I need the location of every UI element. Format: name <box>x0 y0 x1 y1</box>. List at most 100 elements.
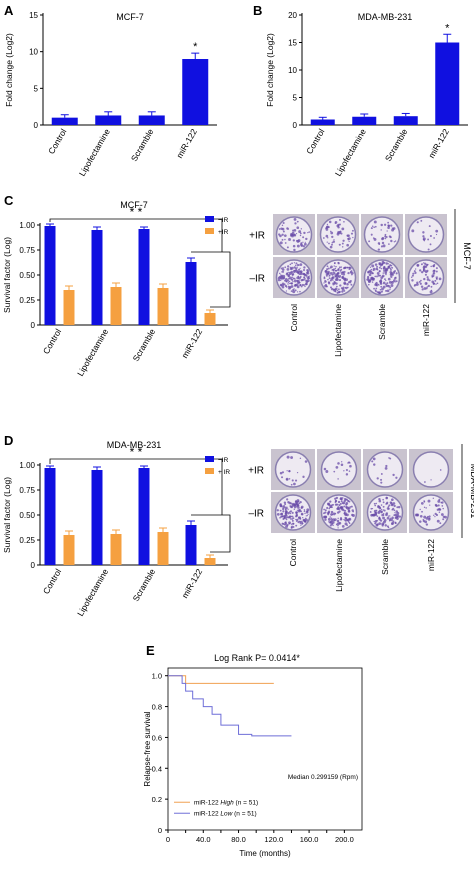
colony-dot <box>295 518 297 521</box>
colony-dot <box>341 246 344 248</box>
colony-dot <box>373 220 377 224</box>
bar-minus-ir <box>44 226 56 325</box>
colony-dot <box>387 285 391 288</box>
colony-dot <box>341 502 344 505</box>
colony-dot <box>287 512 290 515</box>
colony-dot <box>292 269 296 273</box>
colony-dot <box>382 523 385 526</box>
colony-dot <box>380 263 383 267</box>
colony-dot <box>324 279 326 282</box>
bar <box>95 115 122 125</box>
colony-dot <box>392 281 394 283</box>
colony-dot <box>340 268 343 271</box>
colony-dot <box>385 273 387 276</box>
colony-dot <box>380 504 383 506</box>
colony-dot <box>284 277 288 281</box>
pair-bracket <box>191 251 231 308</box>
colony-dot <box>305 515 307 517</box>
colony-dot <box>412 272 415 275</box>
y-axis-label: Fold change (Log2) <box>4 33 14 107</box>
colony-dot <box>374 275 377 278</box>
colony-dot <box>291 519 294 522</box>
colony-dot <box>386 507 390 510</box>
colony-dot <box>335 282 338 285</box>
colony-dot <box>327 503 329 505</box>
colony-dot <box>428 225 431 228</box>
colony-dot <box>383 223 387 226</box>
colony-dot <box>411 274 414 277</box>
colony-dot <box>380 473 383 475</box>
colony-dot <box>373 226 375 229</box>
colony-dot <box>377 511 381 515</box>
colony-dot <box>303 276 306 279</box>
colony-dot <box>281 476 284 479</box>
x-tick-label: Lipofectamine <box>77 127 112 178</box>
colony-dot <box>376 477 379 480</box>
x-tick-label: miR-122 <box>180 567 205 600</box>
colony-dot <box>380 508 383 511</box>
colony-dot <box>326 272 330 275</box>
colony-dot <box>414 268 417 270</box>
colony-dot <box>380 245 383 248</box>
colony-dot <box>380 267 383 270</box>
colony-dot <box>432 269 436 273</box>
colony-dot <box>381 287 384 291</box>
colony-dot <box>410 276 413 278</box>
colony-dot <box>337 478 339 480</box>
colony-dot <box>380 285 383 288</box>
colony-dot <box>398 515 402 518</box>
colony-dot <box>330 510 334 514</box>
colony-dot <box>329 524 332 527</box>
colony-dot <box>341 273 343 276</box>
colony-dot <box>423 240 426 242</box>
colony-dot <box>393 241 396 243</box>
colony-dot <box>368 240 371 243</box>
legend-swatch-plus-ir <box>205 468 214 474</box>
colony-dot <box>280 267 283 270</box>
y-tick-label: 20 <box>288 11 297 20</box>
bar-plus-ir <box>63 290 75 325</box>
colony-dot <box>330 286 332 289</box>
colony-dot <box>384 467 388 470</box>
colony-dot <box>367 271 370 274</box>
colony-dot <box>383 265 386 269</box>
colony-dot <box>284 266 287 269</box>
colony-dot <box>332 512 336 516</box>
colony-dot <box>335 465 339 469</box>
row-label-minus-ir: –IR <box>248 509 264 520</box>
colony-dot <box>331 243 333 246</box>
colony-dot <box>298 516 300 519</box>
colony-dot <box>337 524 339 527</box>
colony-dot <box>390 264 393 267</box>
colony-dot <box>345 473 349 476</box>
colony-dot <box>299 263 303 267</box>
colony-dot <box>287 281 290 284</box>
colony-dot <box>302 245 305 248</box>
colony-dot <box>299 457 302 460</box>
colony-dot <box>285 518 288 521</box>
bar-minus-ir <box>91 470 103 565</box>
colony-dot <box>304 520 307 523</box>
colony-dot <box>335 496 339 500</box>
colony-dot <box>426 278 430 281</box>
colony-dot <box>375 502 378 505</box>
colony-dot <box>293 229 297 232</box>
y-tick-label: 0 <box>34 121 39 130</box>
y-tick-label: 0.2 <box>152 795 162 804</box>
colony-dot <box>297 276 299 278</box>
colony-dot <box>323 277 326 280</box>
colony-dot <box>375 267 378 270</box>
colony-dot <box>388 504 391 507</box>
colony-dot <box>288 272 292 276</box>
colony-dot <box>442 515 445 518</box>
colony-dot <box>330 265 333 269</box>
colony-dot <box>332 240 336 244</box>
colony-dot <box>332 524 334 527</box>
panel-letter-e: E <box>146 643 155 658</box>
x-tick-label: 40.0 <box>196 835 211 844</box>
colony-dot <box>341 242 344 245</box>
colony-dot <box>332 279 334 281</box>
colony-dot <box>435 229 439 233</box>
colony-dot <box>284 238 286 241</box>
colony-dot <box>282 266 284 269</box>
